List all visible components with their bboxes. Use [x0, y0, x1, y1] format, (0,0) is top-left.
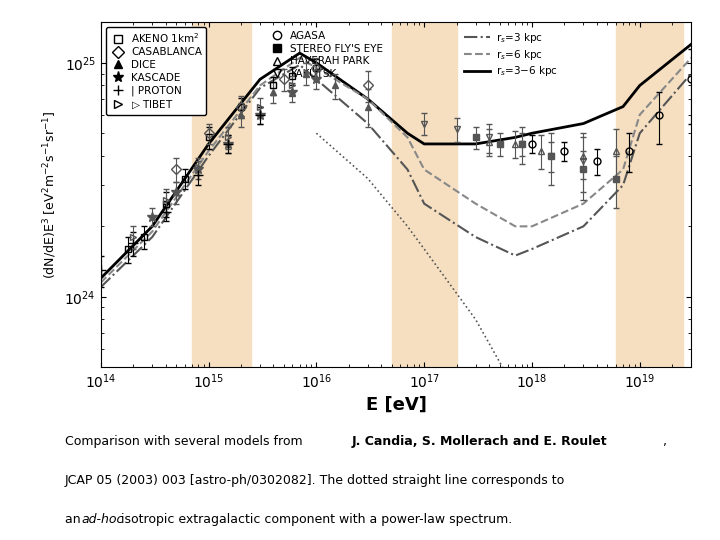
Legend: r$_s$=3 kpc, r$_s$=6 kpc, r$_s$=3$-$6 kpc: r$_s$=3 kpc, r$_s$=6 kpc, r$_s$=3$-$6 kp… — [460, 27, 562, 82]
Bar — [616, 22, 683, 367]
Bar — [192, 22, 251, 367]
Text: J. Candia, S. Mollerach and E. Roulet: J. Candia, S. Mollerach and E. Roulet — [351, 435, 607, 448]
Bar — [392, 22, 456, 367]
X-axis label: E [eV]: E [eV] — [366, 396, 426, 414]
Text: JCAP 05 (2003) 003 [astro-ph/0302082]. The dotted straight line corresponds to: JCAP 05 (2003) 003 [astro-ph/0302082]. T… — [65, 474, 565, 487]
Text: ad-hoc: ad-hoc — [81, 513, 124, 526]
Text: isotropic extragalactic component with a power-law spectrum.: isotropic extragalactic component with a… — [117, 513, 512, 526]
Text: an: an — [65, 513, 84, 526]
Y-axis label: (dN/dE)E$^3$ [eV$^2$m$^{-2}$s$^{-1}$sr$^{-1}$]: (dN/dE)E$^3$ [eV$^2$m$^{-2}$s$^{-1}$sr$^… — [41, 110, 59, 279]
Text: Comparison with several models from: Comparison with several models from — [65, 435, 307, 448]
Text: ,: , — [663, 435, 667, 448]
